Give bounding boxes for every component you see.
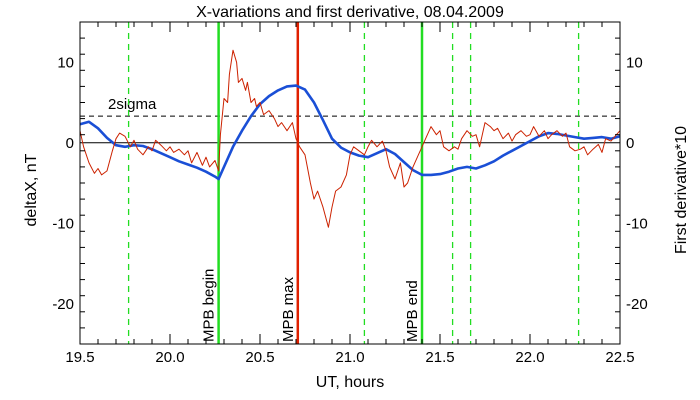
x-tick-label: 20.0: [155, 349, 184, 366]
x-tick-label: 22.5: [605, 349, 634, 366]
y-tick-label-left: -10: [52, 215, 74, 232]
marker-label-mpb-max: MPB max: [280, 276, 297, 342]
x-tick-label: 19.5: [65, 349, 94, 366]
series-line-deltax: [79, 84, 621, 181]
sigma-label: 2sigma: [108, 96, 157, 113]
y-tick-label-left: 10: [57, 54, 74, 71]
chart-title: X-variations and first derivative, 08.04…: [196, 4, 504, 21]
x-tick-label: 21.0: [335, 349, 364, 366]
x-axis-label: UT, hours: [316, 374, 384, 391]
series-line-derivative: [79, 49, 621, 228]
y-tick-label-right: 0: [626, 135, 634, 152]
plot-frame: [79, 21, 621, 345]
marker-label-mpb-end: MPB end: [404, 280, 421, 342]
y-tick-label-right: -10: [626, 215, 648, 232]
x-tick-label: 20.5: [245, 349, 274, 366]
plot-area: MPB begin MPB max MPB end 19.5 20.0 20.5 21.0 2…: [52, 21, 648, 366]
x-tick-label: 21.5: [425, 349, 454, 366]
y-tick-label-left: -20: [52, 296, 74, 313]
y-axis-label-right: First derivative*10: [673, 126, 690, 254]
x-tick-label: 22.0: [515, 349, 544, 366]
y-tick-label-left: 0: [66, 135, 74, 152]
y-tick-label-right: -20: [626, 296, 648, 313]
marker-label-mpb-begin: MPB begin: [201, 269, 218, 342]
y-tick-label-right: 10: [626, 54, 643, 71]
y-axis-label-left: deltaX, nT: [23, 153, 40, 226]
